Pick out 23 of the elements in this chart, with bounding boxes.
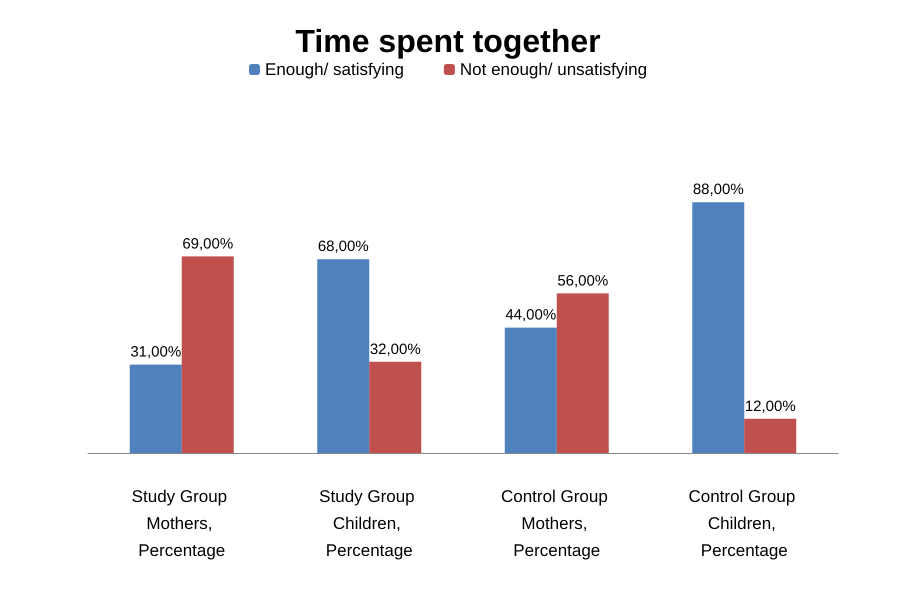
data-label: 32,00%	[370, 340, 421, 358]
data-label: 31,00%	[130, 344, 182, 361]
bar	[369, 362, 422, 453]
data-label: 88,00%	[692, 181, 744, 198]
chart-title: Time spent together	[295, 23, 601, 59]
bar	[556, 293, 609, 453]
bar	[504, 328, 557, 453]
data-label: 69,00%	[182, 235, 234, 252]
bar	[317, 259, 370, 453]
data-label: 12,00%	[744, 398, 796, 415]
x-tick-label: Study Group Mothers, Percentage	[132, 487, 232, 560]
bar	[182, 256, 234, 453]
data-label: 68,00%	[318, 238, 369, 256]
legend-label: Not enough/ unsatisfying	[460, 60, 648, 79]
x-tick-label: Control Group Mothers, Percentage	[501, 487, 612, 560]
bar	[692, 202, 744, 453]
x-tick-label: Study Group Children, Percentage	[319, 487, 420, 560]
bar	[744, 418, 796, 453]
legend-label: Enough/ satisfying	[264, 60, 404, 79]
data-label: 56,00%	[557, 272, 608, 290]
x-tick-label: Control Group Children, Percentage	[688, 487, 800, 560]
data-label: 44,00%	[505, 306, 556, 324]
bar	[130, 364, 182, 453]
